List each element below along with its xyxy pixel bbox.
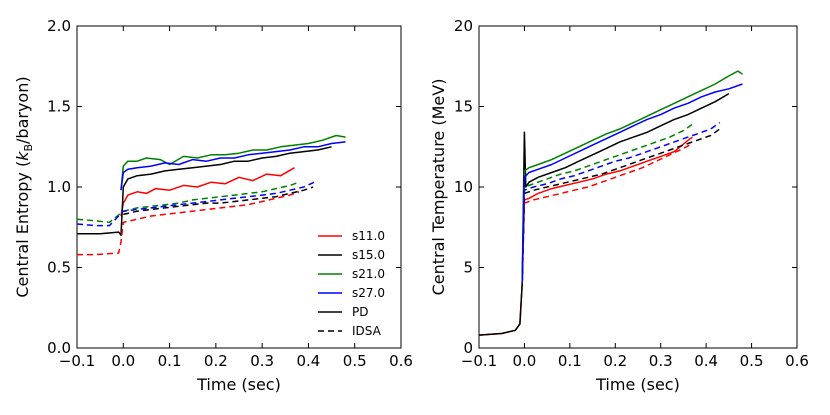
- entropy-xtick-label-7: 0.6: [389, 352, 413, 370]
- temperature-series-s21-0-pd: [521, 70, 743, 284]
- temperature-series-s21-0-idsa: [521, 123, 693, 284]
- temperature-ytick-label-2: 10: [454, 178, 473, 196]
- entropy-series-s21-0-idsa: [76, 181, 300, 224]
- temperature-ytick-label-3: 15: [454, 98, 473, 116]
- temperature-series-layer: [478, 70, 743, 336]
- temperature-series-s15-0-pd: [478, 92, 730, 336]
- temperature-series-s27-0-idsa: [521, 121, 721, 284]
- temperature-ytick-label-1: 5: [463, 259, 473, 277]
- entropy-xtick-label-4: 0.3: [250, 352, 274, 370]
- entropy-xtick-label-1: 0.0: [111, 352, 135, 370]
- entropy-series-s21-0-pd: [120, 134, 346, 191]
- temperature-ytick-label-0: 0: [463, 339, 473, 357]
- entropy-ytick-label-0: 0.0: [47, 339, 71, 357]
- entropy-x-axis-label: Time (sec): [196, 375, 281, 394]
- temperature-xtick-label-7: 0.6: [785, 352, 809, 370]
- temperature-series-s11-0-idsa: [521, 142, 693, 284]
- entropy-xtick-label-0: −0.1: [59, 352, 95, 370]
- entropy-xtick-label-5: 0.4: [296, 352, 320, 370]
- entropy-y-ticks: 0.0 0.5 1.0 1.5 2.0: [47, 17, 401, 357]
- legend-label-s11-0: s11.0: [352, 229, 385, 243]
- temperature-xtick-label-1: 0.0: [512, 352, 536, 370]
- entropy-series-layer: [76, 134, 346, 256]
- entropy-ytick-label-2: 1.0: [47, 178, 71, 196]
- temperature-xtick-label-0: −0.1: [461, 352, 497, 370]
- legend-label-pd: PD: [352, 305, 368, 319]
- temperature-xtick-label-3: 0.2: [603, 352, 627, 370]
- entropy-xtick-label-6: 0.5: [343, 352, 367, 370]
- entropy-y-label-k: k: [13, 151, 32, 161]
- temperature-xtick-label-5: 0.4: [694, 352, 718, 370]
- temperature-series-s15-0-idsa: [521, 128, 721, 284]
- temperature-xtick-label-4: 0.3: [649, 352, 673, 370]
- entropy-y-label-prefix: Central Entropy (: [13, 161, 32, 298]
- entropy-y-label-suffix: /baryon): [13, 76, 32, 144]
- temperature-panel: −0.1 0.0 0.1 0.2 0.3 0.4 0.5 0.6 0 5 10 15 20 Time …: [429, 17, 809, 394]
- temperature-ytick-label-4: 20: [454, 17, 473, 35]
- legend-label-idsa: IDSA: [352, 324, 382, 338]
- temperature-y-ticks: 0 5 10 15 20: [454, 17, 797, 357]
- entropy-ytick-label-4: 2.0: [47, 17, 71, 35]
- entropy-series-s15-0-pd: [77, 146, 332, 237]
- entropy-xtick-label-2: 0.1: [158, 352, 182, 370]
- entropy-xtick-label-3: 0.2: [204, 352, 228, 370]
- legend-label-s21-0: s21.0: [352, 267, 385, 281]
- legend-label-s27-0: s27.0: [352, 286, 385, 300]
- entropy-ytick-label-3: 1.5: [47, 98, 71, 116]
- entropy-series-s11-0-idsa: [77, 191, 300, 256]
- entropy-legend: s11.0 s15.0 s21.0 s27.0 PD IDSA: [318, 229, 385, 338]
- entropy-y-axis-label: Central Entropy (kB/baryon): [13, 76, 35, 297]
- temperature-xtick-label-6: 0.5: [740, 352, 764, 370]
- temperature-x-axis-label: Time (sec): [595, 375, 680, 394]
- entropy-ytick-label-1: 0.5: [47, 259, 71, 277]
- temperature-xtick-label-2: 0.1: [558, 352, 582, 370]
- legend-label-s15-0: s15.0: [352, 248, 385, 262]
- temperature-series-s27-0-pd: [521, 83, 743, 284]
- entropy-series-s15-0-idsa: [123, 186, 314, 216]
- temperature-x-ticks: −0.1 0.0 0.1 0.2 0.3 0.4 0.5 0.6: [461, 26, 809, 370]
- entropy-series-s27-0-pd: [120, 141, 346, 191]
- temperature-y-axis-label: Central Temperature (MeV): [429, 79, 448, 296]
- entropy-series-s11-0-pd: [120, 167, 295, 217]
- entropy-panel: −0.1 0.0 0.1 0.2 0.3 0.4 0.5 0.6 0.00.51.01.52.…: [13, 17, 413, 394]
- entropy-x-ticks: −0.1 0.0 0.1 0.2 0.3 0.4 0.5 0.6: [59, 26, 413, 370]
- entropy-y-label-sub: B: [22, 144, 35, 152]
